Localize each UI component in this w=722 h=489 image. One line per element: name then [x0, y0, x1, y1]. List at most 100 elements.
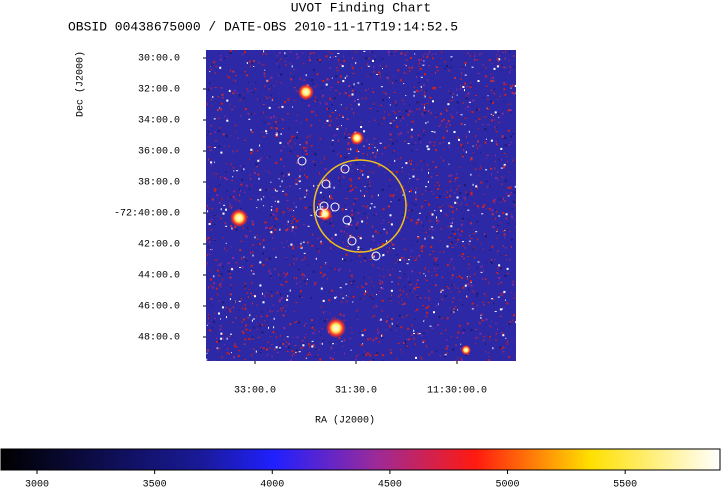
- pixel: [408, 110, 411, 113]
- pixel: [297, 321, 300, 324]
- pixel: [359, 297, 362, 299]
- pixel: [290, 78, 293, 81]
- pixel: [461, 68, 463, 70]
- pixel: [453, 284, 455, 286]
- pixel: [387, 51, 390, 53]
- pixel: [235, 228, 238, 231]
- pixel: [294, 233, 296, 235]
- pixel: [448, 70, 450, 72]
- pixel: [458, 138, 460, 141]
- pixel: [213, 360, 215, 361]
- pixel: [510, 213, 512, 215]
- pixel: [483, 96, 484, 98]
- pixel: [296, 57, 298, 60]
- pixel: [293, 210, 295, 212]
- pixel: [457, 185, 459, 187]
- pixel: [384, 146, 387, 149]
- pixel: [264, 76, 266, 78]
- pixel: [389, 326, 391, 329]
- pixel: [486, 154, 489, 156]
- pixel: [291, 146, 293, 148]
- pixel: [233, 356, 235, 359]
- pixel: [308, 343, 310, 346]
- pixel: [353, 203, 354, 206]
- pixel: [211, 147, 213, 149]
- pixel: [414, 310, 417, 312]
- pixel: [444, 60, 446, 63]
- pixel: [289, 323, 292, 326]
- pixel: [416, 279, 419, 282]
- pixel: [261, 131, 263, 133]
- pixel: [364, 328, 366, 331]
- pixel: [475, 162, 477, 164]
- pixel: [253, 169, 255, 171]
- pixel: [490, 326, 492, 328]
- pixel: [334, 352, 335, 354]
- pixel: [267, 341, 270, 343]
- pixel: [213, 317, 216, 319]
- pixel: [404, 55, 407, 57]
- pixel: [299, 198, 302, 200]
- pixel: [485, 85, 488, 87]
- pixel: [387, 77, 389, 80]
- pixel: [311, 340, 314, 342]
- pixel: [269, 310, 271, 313]
- pixel: [299, 286, 301, 288]
- pixel: [460, 349, 462, 351]
- pixel: [301, 100, 303, 102]
- pixel: [399, 349, 401, 350]
- pixel: [435, 214, 436, 216]
- pixel: [298, 351, 301, 353]
- pixel: [433, 141, 436, 143]
- pixel: [389, 319, 391, 321]
- pixel: [217, 293, 219, 296]
- pixel: [289, 51, 292, 53]
- pixel: [434, 270, 436, 272]
- pixel: [280, 133, 282, 135]
- pixel: [449, 180, 452, 183]
- pixel: [451, 277, 453, 280]
- pixel: [419, 62, 420, 65]
- pixel: [440, 120, 443, 123]
- pixel: [445, 286, 448, 288]
- pixel: [443, 250, 445, 253]
- pixel: [509, 193, 512, 195]
- pixel: [268, 88, 270, 91]
- pixel: [329, 115, 332, 118]
- pixel: [308, 187, 310, 188]
- pixel: [415, 286, 417, 288]
- pixel: [480, 243, 482, 244]
- pixel: [456, 173, 458, 176]
- pixel: [500, 167, 503, 169]
- pixel: [251, 319, 253, 322]
- pixel: [406, 124, 408, 126]
- pixel: [287, 295, 289, 298]
- pixel: [355, 162, 358, 165]
- pixel: [357, 353, 359, 355]
- pixel: [274, 200, 276, 202]
- pixel: [296, 162, 298, 164]
- pixel: [467, 209, 470, 211]
- pixel: [277, 106, 280, 109]
- pixel: [291, 208, 292, 211]
- pixel: [485, 318, 488, 321]
- pixel: [402, 194, 404, 196]
- pixel: [354, 198, 357, 200]
- pixel: [293, 68, 296, 70]
- pixel: [449, 235, 452, 237]
- pixel: [446, 345, 449, 348]
- pixel: [470, 237, 473, 239]
- pixel: [338, 176, 340, 179]
- pixel: [485, 138, 487, 140]
- pixel: [314, 283, 315, 286]
- pixel: [509, 231, 511, 233]
- pixel: [250, 358, 251, 360]
- pixel: [241, 266, 244, 269]
- pixel: [279, 284, 282, 286]
- pixel: [365, 282, 368, 285]
- pixel: [231, 307, 233, 309]
- pixel: [319, 271, 322, 274]
- pixel: [483, 339, 485, 342]
- pixel: [427, 65, 430, 67]
- pixel: [424, 237, 426, 240]
